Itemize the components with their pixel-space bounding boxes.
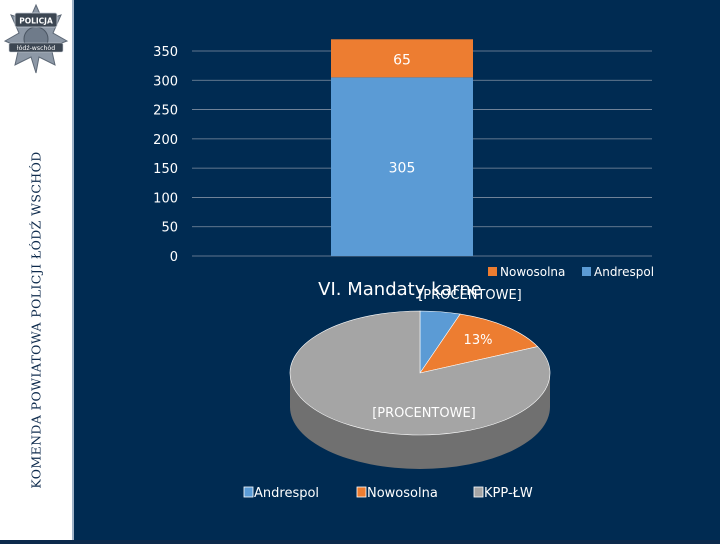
legend-label: Andrespol	[594, 265, 654, 279]
charts-canvas: 0 50 100 150 200 250 300 350 305 65 VI. Mandaty k…	[153, 39, 654, 501]
bar-data-label: 305	[389, 161, 416, 177]
y-tick-label: 200	[153, 133, 178, 148]
pie-chart: VI. Mandaty karne [PROCENTOWE]13%[PROCEN…	[243, 265, 654, 501]
bar-data-label: 65	[393, 52, 411, 68]
pie-data-labels: [PROCENTOWE] 13% [PROCENTOWE]	[372, 288, 522, 421]
legend-label: Nowosolna	[367, 486, 438, 501]
pie-slices	[289, 310, 551, 469]
bar-segment-andrespol	[331, 77, 473, 256]
legend-label: Andrespol	[254, 486, 319, 501]
badge-top-text: POLICJA	[19, 17, 53, 26]
legend-swatch	[356, 486, 367, 498]
bar-segment-nowosolna	[331, 39, 473, 78]
pie-legend-bottom: Andrespol Nowosolna KPP-ŁW	[243, 486, 533, 501]
sidebar-vertical-title: KOMENDA POWIATOWA POLICJI ŁÓDŹ WSCHÓD	[28, 151, 44, 489]
stacked-bar-chart: 0 50 100 150 200 250 300 350 305 65	[153, 39, 652, 265]
pie-label-andrespol: [PROCENTOWE]	[418, 288, 522, 303]
badge-bottom-text: łódź-wschód	[17, 44, 55, 52]
pie-slice-nowosolna	[419, 313, 539, 374]
legend-swatch	[582, 267, 591, 276]
legend-label: Nowosolna	[500, 265, 565, 279]
y-tick-label: 350	[153, 45, 178, 60]
y-tick-label: 50	[161, 221, 178, 236]
legend-swatch	[488, 267, 497, 276]
pie-legend-top: Nowosolna Andrespol	[488, 265, 654, 279]
y-tick-label: 250	[153, 104, 178, 119]
pie-chart-title: VI. Mandaty karne	[318, 279, 482, 300]
police-badge-icon: POLICJA łódź-wschód	[3, 3, 69, 74]
pie-slice-kpp-łw	[289, 310, 551, 436]
slide-content: 0 50 100 150 200 250 300 350 305 65 VI. Mandaty k…	[74, 0, 720, 540]
y-tick-label: 100	[153, 191, 178, 206]
legend-label: KPP-ŁW	[484, 486, 533, 501]
legend-swatch	[243, 486, 254, 498]
legend-swatch	[473, 486, 484, 498]
pie-label-nowosolna: 13%	[464, 333, 493, 348]
pie-wall-kpp-łw	[290, 373, 550, 469]
y-tick-label: 300	[153, 74, 178, 89]
pie-label-kpp: [PROCENTOWE]	[372, 406, 476, 421]
y-tick-label: 150	[153, 162, 178, 177]
sidebar: POLICJA łódź-wschód KOMENDA POWIATOWA PO…	[0, 0, 74, 540]
y-tick-label: 0	[170, 250, 178, 265]
